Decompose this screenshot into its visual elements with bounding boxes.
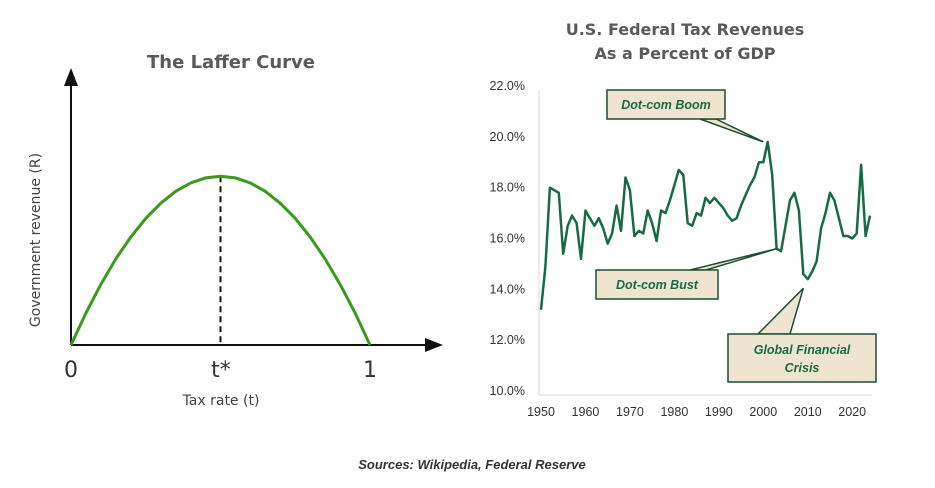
revenue-y-tick-14: 14.0% xyxy=(490,282,525,296)
revenue-x-tick-2000: 2000 xyxy=(749,405,777,419)
revenue-y-tick-18: 18.0% xyxy=(490,181,525,195)
revenue-x-tick-1980: 1980 xyxy=(660,405,688,419)
revenue-y-tick-20: 20.0% xyxy=(490,130,525,144)
callout-dot-com-bust-box xyxy=(595,269,719,300)
laffer-x-label: Tax rate (t) xyxy=(182,393,260,409)
callout-dot-com-boom-label: Dot-com Boom xyxy=(621,98,711,112)
laffer-title: The Laffer Curve xyxy=(147,52,315,73)
laffer-x-arrow xyxy=(425,338,443,352)
callout-gfc-box xyxy=(727,333,877,383)
callout-gfc-label-line-2: Crisis xyxy=(785,361,820,375)
revenue-series-line xyxy=(539,140,872,310)
laffer-y-label: Government revenue (R) xyxy=(28,153,44,327)
callout-global-financial-crisis: Global Financial Crisis xyxy=(727,287,877,383)
laffer-x-tick-1: 1 xyxy=(363,358,377,383)
revenue-x-tick-1950: 1950 xyxy=(527,405,555,419)
revenue-y-tick-12: 12.0% xyxy=(490,333,525,347)
revenue-x-tick-1970: 1970 xyxy=(616,405,644,419)
laffer-chart: The Laffer Curve 0 t* 1 Tax rate (t) Gov… xyxy=(28,52,443,409)
revenue-title-line-2: As a Percent of GDP xyxy=(595,44,776,63)
revenue-y-tick-16: 16.0% xyxy=(490,232,525,246)
callout-gfc-pointer xyxy=(756,287,805,335)
revenue-x-tick-2010: 2010 xyxy=(794,405,822,419)
callout-dot-com-bust-label: Dot-com Bust xyxy=(616,278,699,292)
laffer-curve-line xyxy=(69,174,372,346)
laffer-x-tick-tstar: t* xyxy=(211,358,231,383)
revenue-x-tick-1960: 1960 xyxy=(572,405,600,419)
revenue-title-line-1: U.S. Federal Tax Revenues xyxy=(566,20,805,39)
callout-gfc-label-line-1: Global Financial xyxy=(754,343,851,357)
source-note: Sources: Wikipedia, Federal Reserve xyxy=(358,457,585,472)
callout-dot-com-boom: Dot-com Boom xyxy=(606,89,764,143)
revenue-x-tick-1990: 1990 xyxy=(705,405,733,419)
laffer-y-arrow xyxy=(64,68,78,86)
revenue-y-tick-10: 10.0% xyxy=(490,384,525,398)
callout-dot-com-bust: Dot-com Bust xyxy=(595,247,777,300)
callout-dot-com-boom-pointer xyxy=(699,118,764,143)
revenue-x-tick-2020: 2020 xyxy=(838,405,866,419)
callout-dot-com-bust-pointer xyxy=(689,247,777,271)
revenue-y-tick-22: 22.0% xyxy=(490,79,525,93)
callout-dot-com-boom-box xyxy=(606,89,726,120)
tax-revenue-chart: U.S. Federal Tax Revenues As a Percent o… xyxy=(490,20,877,419)
laffer-x-tick-0: 0 xyxy=(64,358,78,383)
